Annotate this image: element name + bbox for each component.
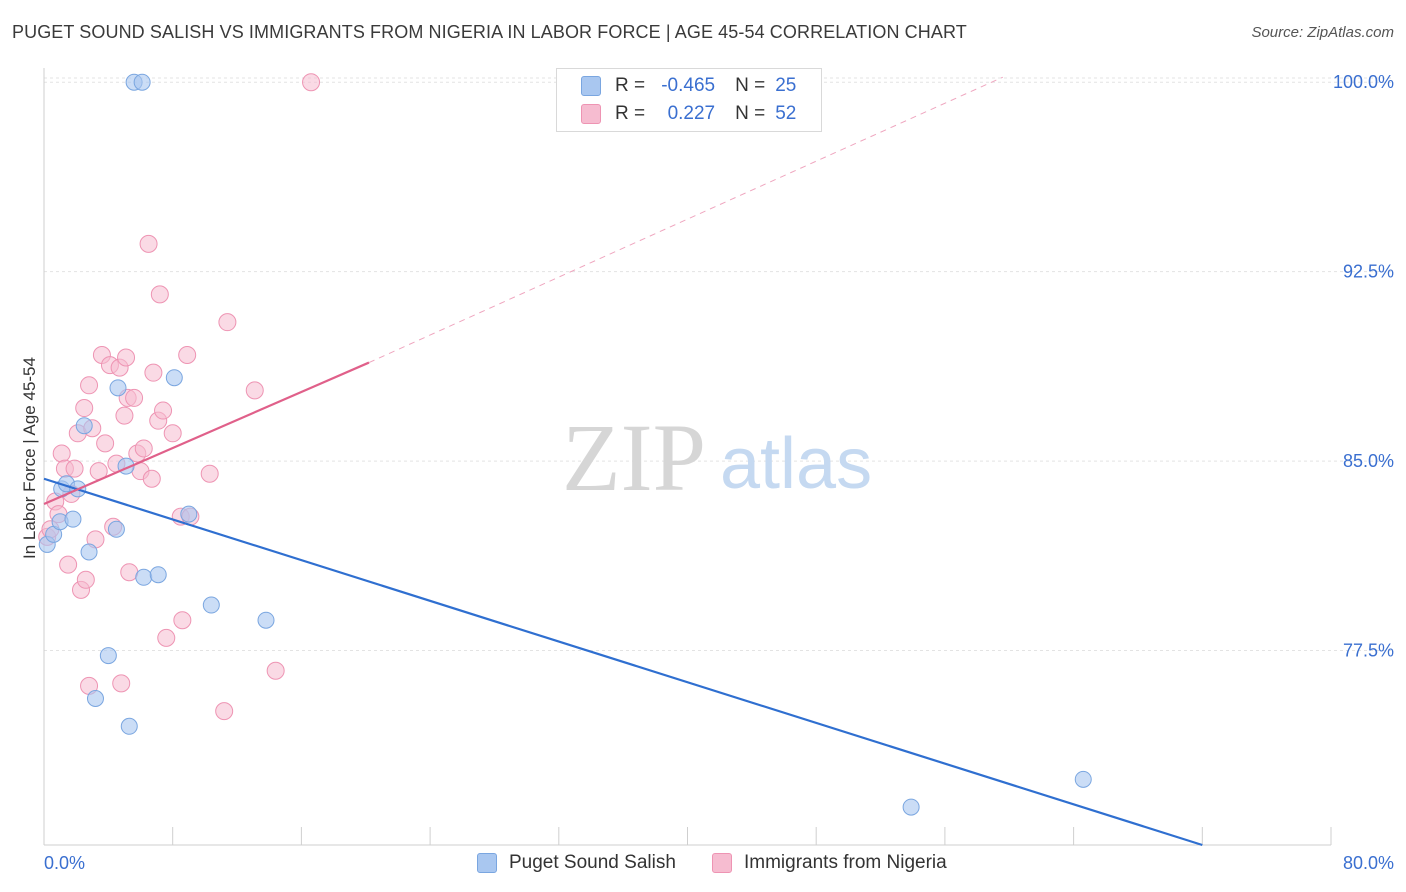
data-point-salish: [165, 369, 183, 387]
tick-label-layer: 77.5% 85.0% 92.5% 100.0% 0.0% 80.0%: [44, 72, 1394, 873]
data-point-nigeria: [173, 611, 192, 630]
data-point-salish: [902, 798, 920, 816]
data-point-nigeria: [142, 469, 161, 488]
data-point-nigeria: [178, 345, 197, 364]
legend-swatch-pink: [712, 853, 732, 873]
data-point-nigeria: [245, 381, 264, 400]
data-point-nigeria: [144, 363, 163, 382]
legend-swatch-pink: [581, 104, 601, 124]
axis-layer: [43, 68, 1332, 846]
data-point-salish: [99, 647, 117, 665]
data-point-salish: [135, 568, 153, 586]
data-point-nigeria: [163, 424, 182, 443]
legend-r-label: R =: [615, 75, 646, 96]
data-point-nigeria: [80, 376, 99, 395]
data-point-nigeria: [59, 555, 78, 574]
data-point-salish: [107, 520, 125, 538]
data-point-salish: [180, 505, 198, 523]
data-point-salish: [80, 543, 98, 561]
legend-r-value: -0.465: [661, 75, 716, 96]
y-tick-label: 77.5%: [1343, 641, 1394, 661]
data-point-nigeria: [65, 459, 84, 478]
data-point-nigeria: [96, 434, 115, 453]
data-point-nigeria: [154, 401, 173, 420]
legend-item-nigeria[interactable]: Immigrants from Nigeria: [712, 852, 947, 874]
data-point-salish: [120, 717, 138, 735]
legend-n-value: 52: [775, 103, 797, 124]
legend-label-nigeria: Immigrants from Nigeria: [744, 852, 947, 873]
watermark: ZIP atlas: [562, 404, 872, 511]
legend-row-salish: R = -0.465 N = 25: [581, 74, 796, 98]
legend-swatch-blue: [477, 853, 497, 873]
legend-item-salish[interactable]: Puget Sound Salish: [477, 852, 676, 874]
data-point-salish: [109, 379, 127, 397]
legend-stats: R = -0.465 N = 25 R = 0.227 N = 52: [556, 68, 822, 132]
data-point-nigeria: [112, 674, 131, 693]
data-point-salish: [133, 73, 151, 91]
watermark-atlas: atlas: [720, 424, 872, 504]
data-point-nigeria: [117, 348, 136, 367]
legend-n-label: N =: [735, 75, 766, 96]
data-point-nigeria: [125, 388, 144, 407]
data-point-nigeria: [115, 406, 134, 425]
legend-series: Puget Sound Salish Immigrants from Niger…: [0, 852, 1406, 878]
data-point-nigeria: [215, 702, 234, 721]
watermark-zip: ZIP: [562, 404, 706, 511]
data-point-nigeria: [302, 73, 321, 92]
trend-layer: [43, 76, 1203, 847]
data-point-nigeria: [76, 570, 95, 589]
data-point-salish: [149, 566, 167, 584]
legend-row-nigeria: R = 0.227 N = 52: [581, 102, 796, 126]
source-label: Source: ZipAtlas.com: [1251, 24, 1394, 41]
trend-line-salish: [43, 477, 1203, 847]
data-point-nigeria: [157, 628, 176, 647]
data-point-salish: [75, 417, 93, 435]
chart-title: PUGET SOUND SALISH VS IMMIGRANTS FROM NI…: [12, 22, 967, 42]
data-point-salish: [202, 596, 220, 614]
data-point-salish: [64, 510, 82, 528]
data-point-nigeria: [120, 563, 139, 582]
data-point-salish: [86, 690, 104, 708]
legend-r-value: 0.227: [667, 103, 716, 124]
legend-label-salish: Puget Sound Salish: [509, 852, 676, 873]
grid-layer: [44, 77, 1391, 652]
legend-n-value: 25: [775, 75, 797, 96]
data-point-nigeria: [200, 464, 219, 483]
data-point-nigeria: [266, 661, 285, 680]
data-point-nigeria: [52, 444, 71, 463]
legend-r-label: R =: [615, 103, 646, 124]
data-point-nigeria: [134, 439, 153, 458]
y-tick-label: 92.5%: [1343, 262, 1394, 282]
data-point-nigeria: [150, 285, 169, 304]
x-tick-label: 0.0%: [44, 853, 85, 873]
y-tick-label: 100.0%: [1333, 72, 1394, 92]
legend-swatch-blue: [581, 76, 601, 96]
data-point-salish: [1074, 770, 1092, 788]
legend-n-label: N =: [735, 103, 766, 124]
data-point-nigeria: [218, 313, 237, 332]
series-salish-points: [38, 73, 1092, 816]
data-point-salish: [257, 611, 275, 629]
data-point-nigeria: [75, 399, 94, 418]
y-tick-label: 85.0%: [1343, 451, 1394, 471]
trend-line-nigeria-extension: [368, 76, 1004, 364]
trend-line-nigeria: [43, 361, 370, 506]
x-tick-label: 80.0%: [1343, 853, 1394, 873]
data-point-nigeria: [139, 234, 158, 253]
series-nigeria-points: [38, 73, 321, 721]
